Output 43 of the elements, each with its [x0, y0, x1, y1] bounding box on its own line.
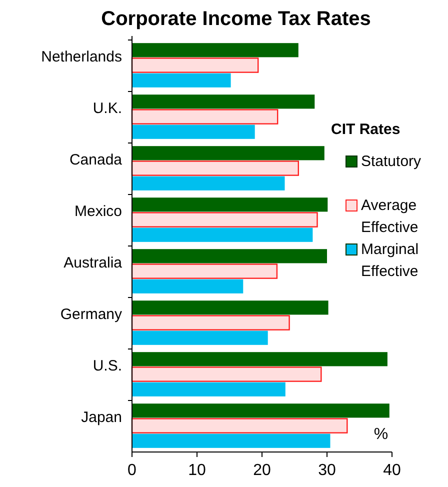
bar	[132, 43, 298, 58]
bar	[131, 58, 259, 73]
legend-title: CIT Rates	[331, 121, 400, 138]
bar	[132, 382, 286, 396]
y-tick-label: Germany	[60, 306, 122, 324]
legend-label: Marginal Effective	[361, 240, 419, 280]
bar	[131, 212, 318, 228]
y-tick-label: Canada	[69, 152, 123, 169]
annotation: %	[374, 426, 388, 443]
bar	[131, 109, 278, 124]
y-tick-label: Mexico	[74, 203, 122, 220]
bar	[132, 352, 388, 366]
bar	[132, 94, 315, 109]
x-tick-label: 0	[128, 462, 137, 479]
bar	[131, 366, 322, 382]
y-tick-label: Australia	[64, 254, 123, 272]
legend-label: Average Effective	[361, 196, 418, 236]
y-tick-label: Japan	[81, 409, 122, 426]
x-tick-label: 30	[318, 462, 336, 479]
bar	[132, 176, 285, 190]
x-tick-label: 40	[383, 462, 401, 479]
bar	[132, 124, 255, 139]
bar	[132, 404, 390, 418]
bar	[132, 330, 268, 345]
bar	[131, 264, 278, 279]
chart-title: Corporate Income Tax Rates	[101, 8, 371, 30]
bar	[132, 146, 324, 160]
bar	[131, 160, 299, 176]
bar	[131, 418, 348, 434]
bar	[132, 228, 313, 242]
y-tick-label: U.S.	[92, 358, 122, 375]
legend-label: Statutory	[361, 152, 422, 170]
bar	[132, 249, 327, 264]
bar	[132, 279, 244, 294]
x-tick-label: 10	[188, 462, 206, 479]
bar	[132, 434, 330, 448]
bar	[131, 315, 290, 330]
bar	[132, 73, 231, 88]
bar	[132, 198, 328, 212]
bar	[132, 300, 328, 315]
y-tick-label: U.K.	[92, 100, 122, 118]
x-tick-label: 20	[253, 462, 271, 479]
y-tick-label: Netherlands	[41, 48, 122, 66]
